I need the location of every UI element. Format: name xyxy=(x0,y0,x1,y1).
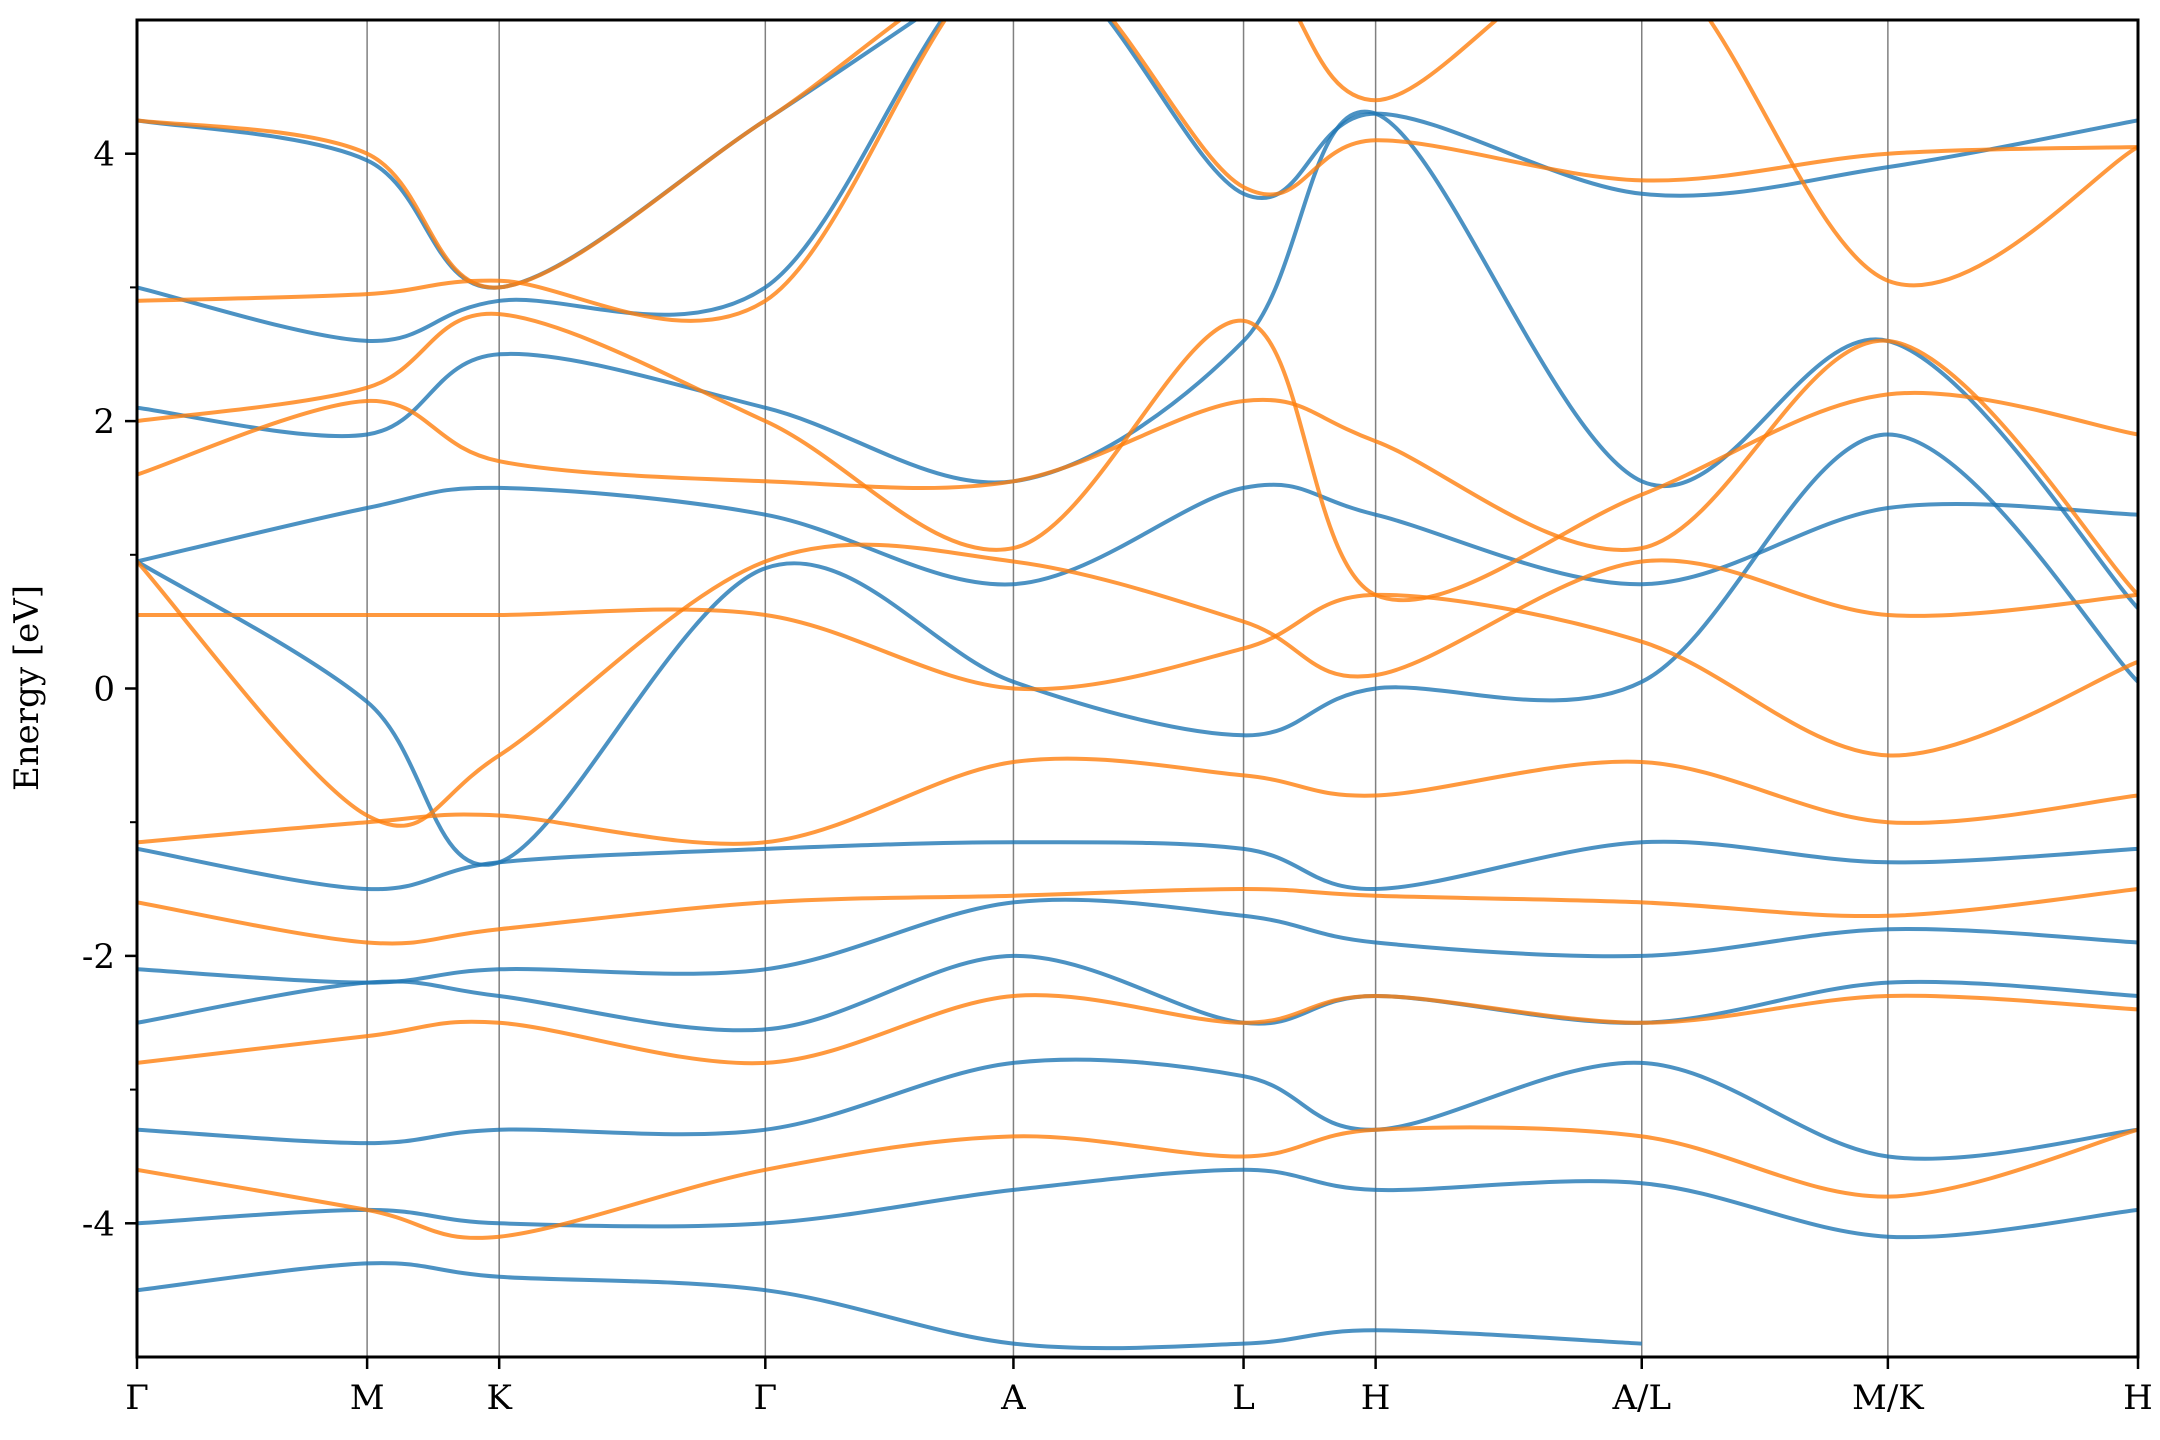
x-tick-label-3: Γ xyxy=(754,1378,778,1418)
y-tick-label-0: 4 xyxy=(93,135,115,175)
band-line-series1-9 xyxy=(137,20,2138,290)
band-line-series0-9 xyxy=(137,20,2138,343)
band-line-series0-1 xyxy=(137,1167,2138,1240)
x-tick-label-9: H xyxy=(2123,1378,2153,1418)
band-line-series1-7 xyxy=(137,311,2138,603)
y-tick-label-1: 2 xyxy=(93,402,115,442)
x-tick-label-1: M xyxy=(350,1378,385,1418)
x-tick-label-2: K xyxy=(486,1378,512,1418)
band-line-series1-0 xyxy=(137,1125,2138,1240)
band-line-series0-2 xyxy=(137,1057,2138,1161)
band-line-series1-6 xyxy=(137,338,2138,597)
band-lines xyxy=(137,20,2138,1351)
x-axis-ticks: Γ M K Γ A L H A/L M/K H xyxy=(125,1357,2153,1418)
y-axis-title: Energy [eV] xyxy=(7,585,47,791)
band-line-series1-2 xyxy=(137,887,2138,946)
x-tick-label-6: H xyxy=(1361,1378,1391,1418)
y-tick-label-4: -4 xyxy=(82,1204,115,1244)
band-line-series0-8 xyxy=(137,109,2138,610)
band-line-series0-3 xyxy=(137,953,2138,1033)
y-axis-ticks: 4 2 0 -2 -4 xyxy=(82,135,137,1244)
x-tick-label-4: A xyxy=(1000,1378,1026,1418)
band-line-series0-0 xyxy=(137,1261,1642,1351)
band-line-series0-7 xyxy=(137,482,2138,587)
x-tick-label-8: M/K xyxy=(1852,1378,1924,1418)
band-line-series1-4 xyxy=(137,592,2138,758)
band-line-series1-1 xyxy=(137,993,2138,1066)
band-line-series1-3 xyxy=(137,756,2138,846)
x-tick-label-7: A/L xyxy=(1611,1378,1671,1418)
y-tick-label-2: 0 xyxy=(93,670,115,710)
band-line-series1-5 xyxy=(137,542,2138,828)
x-tick-label-5: L xyxy=(1232,1378,1255,1418)
plot-background xyxy=(137,20,2138,1357)
band-line-series0-6 xyxy=(137,432,2138,867)
band-line-series1-8 xyxy=(137,20,2138,323)
band-line-series0-4 xyxy=(137,897,2138,985)
x-tick-label-0: Γ xyxy=(125,1378,149,1418)
y-tick-label-3: -2 xyxy=(82,937,115,977)
band-line-series0-5 xyxy=(137,839,2138,892)
